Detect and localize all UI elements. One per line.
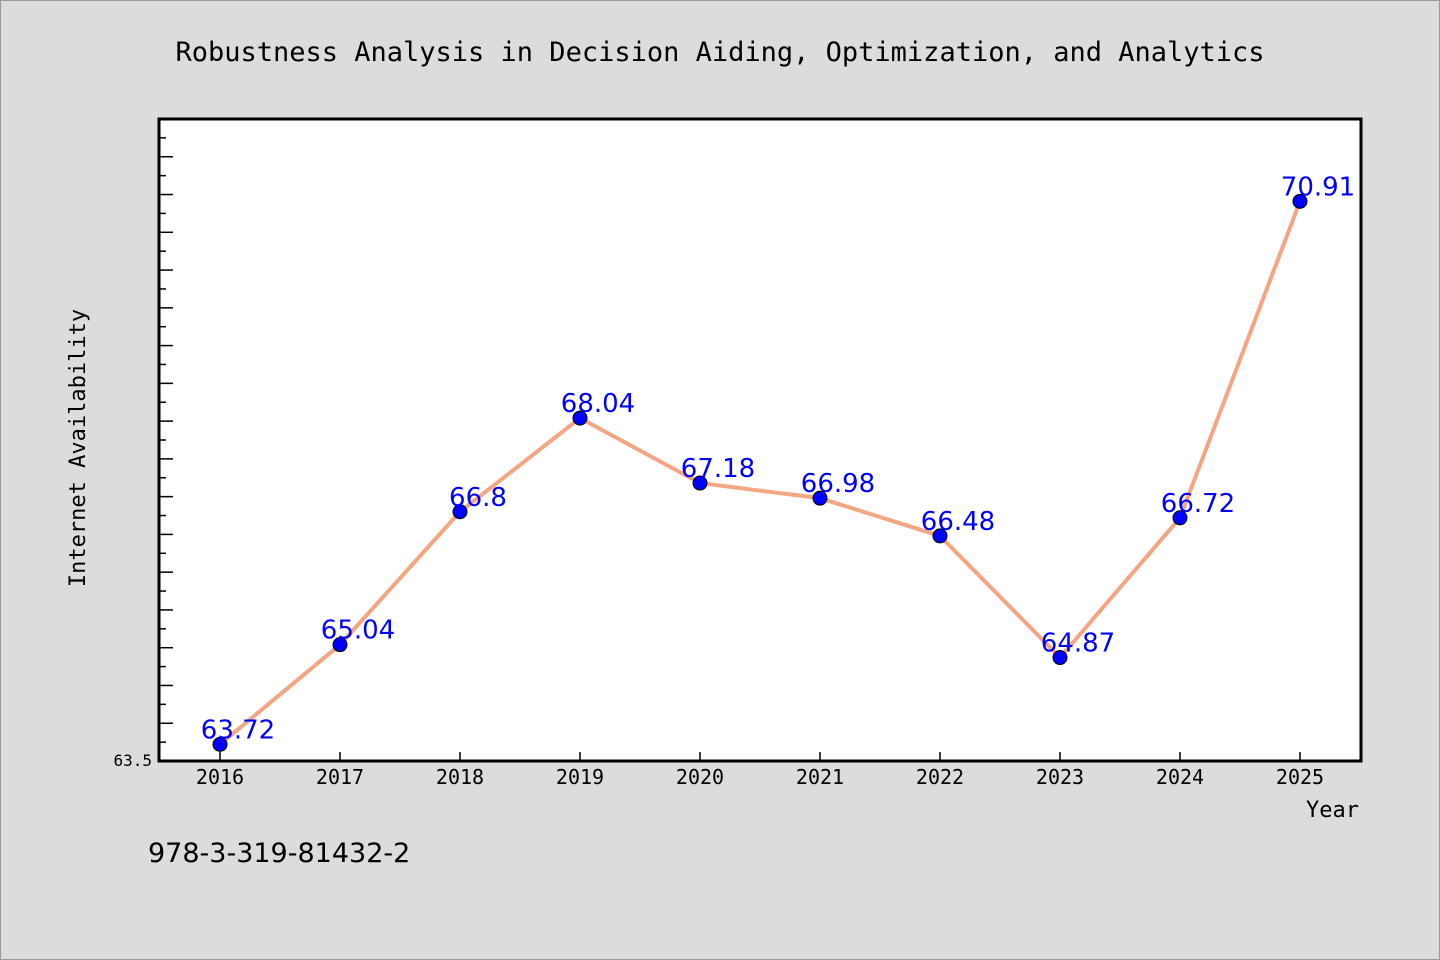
data-label: 65.04 [321, 616, 395, 646]
x-tick-label: 2017 [316, 765, 364, 789]
chart-title: Robustness Analysis in Decision Aiding, … [175, 37, 1264, 68]
data-point [1292, 193, 1308, 209]
data-label: 66.72 [1161, 489, 1235, 519]
y-tick-label-min: 63.5 [113, 751, 152, 770]
y-axis-label: Internet Availability [66, 309, 91, 587]
x-tick-label: 2021 [796, 765, 844, 789]
x-tick-label: 2022 [916, 765, 964, 789]
plot-area [157, 117, 1363, 763]
data-point [812, 490, 828, 506]
x-tick-label: 2020 [676, 765, 724, 789]
data-label: 63.72 [201, 715, 275, 745]
series-line [218, 199, 1302, 747]
data-label: 70.91 [1281, 172, 1355, 202]
x-axis-ticks: 2016 2017 2018 2019 2020 2021 2022 2023 2024 2025 [196, 752, 1324, 789]
y-axis-ticks [159, 118, 173, 762]
data-point [1052, 650, 1068, 666]
x-tick-label: 2018 [436, 765, 484, 789]
data-point [452, 504, 468, 520]
data-point [932, 528, 948, 544]
x-axis-label: Year [1306, 798, 1359, 823]
data-point [692, 475, 708, 491]
data-point [572, 410, 588, 426]
x-tick-label: 2024 [1156, 765, 1204, 789]
x-tick-label: 2025 [1276, 765, 1324, 789]
series-group: 63.72 65.04 66.8 68.04 67.18 66.98 66.48 64.87 6… [201, 172, 1355, 752]
data-point [1172, 510, 1188, 526]
data-label: 66.98 [801, 469, 875, 499]
data-label: 66.8 [449, 483, 507, 513]
data-point [332, 637, 348, 653]
x-tick-label: 2016 [196, 765, 244, 789]
data-label: 68.04 [561, 389, 635, 419]
data-label: 64.87 [1041, 629, 1115, 659]
x-tick-label: 2019 [556, 765, 604, 789]
isbn-text: 978-3-319-81432-2 [148, 838, 410, 869]
x-tick-label: 2023 [1036, 765, 1084, 789]
data-label: 67.18 [681, 454, 755, 484]
data-point [212, 736, 228, 752]
data-label: 66.48 [921, 507, 995, 537]
